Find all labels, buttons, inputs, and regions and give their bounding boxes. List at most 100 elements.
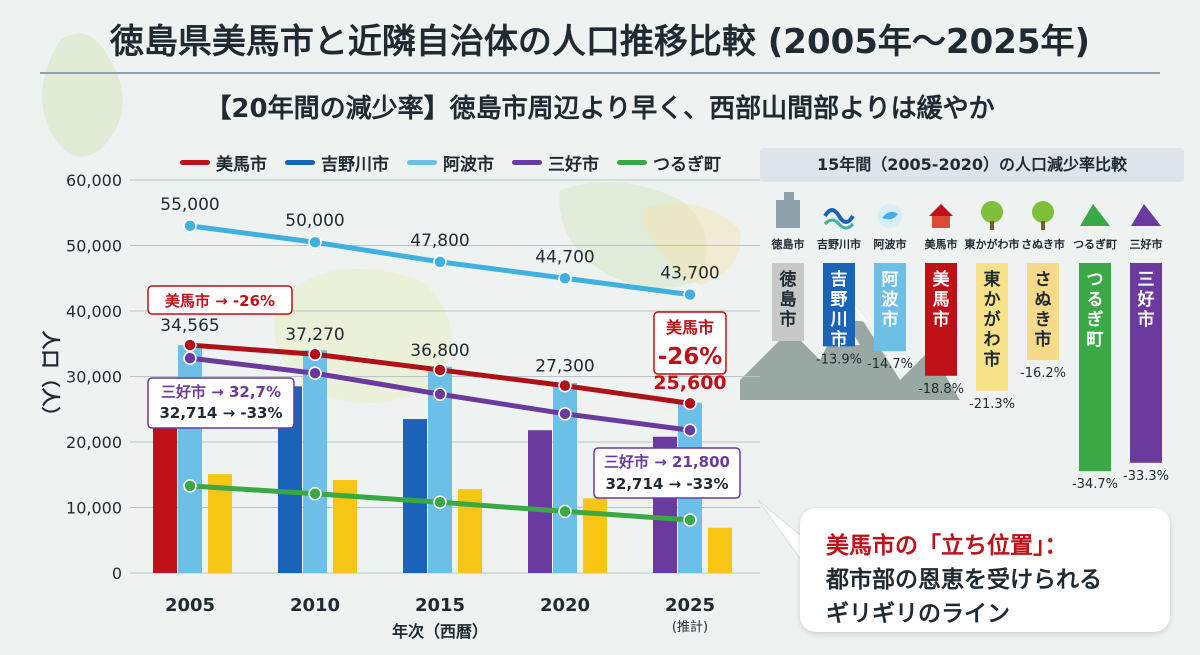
rate-value: -33.3% (1123, 469, 1169, 484)
legend-swatch (285, 160, 315, 165)
rate-col-name: 三好市 (1130, 237, 1163, 251)
data-label-awa: 47,800 (410, 231, 469, 251)
tree-icon (981, 201, 1003, 230)
data-label-mima-end: 25,600 (653, 372, 726, 394)
rate-bar-label: 町 (1087, 330, 1104, 350)
annotation-mima: 美馬市 → -26% (165, 292, 275, 310)
y-tick-label: 30,000 (66, 368, 122, 387)
point-美馬市 (558, 378, 572, 393)
annotation-miyoshi-end-2: 32,714 → -33% (605, 475, 728, 493)
rate-bar-label: 市 (831, 329, 848, 350)
title-divider (40, 72, 1160, 74)
y-tick-label: 10,000 (66, 499, 122, 518)
legend-label: つるぎ町 (653, 155, 721, 175)
house-icon (929, 204, 953, 228)
bar-阿波市 (428, 366, 452, 573)
rate-col-name: 東かがわ市 (965, 237, 1020, 251)
rate-bar-label: ぬ (1035, 290, 1052, 310)
rate-bar-label: 美 (933, 269, 951, 290)
point-三好市 (183, 351, 197, 365)
rate-value: -16.2% (1020, 366, 1066, 381)
data-label-mima: 36,800 (410, 341, 469, 361)
roof (929, 204, 953, 216)
building-shape (776, 200, 800, 228)
rate-bar-label: つ (1087, 270, 1104, 290)
annotation-mima-end-1: 美馬市 (666, 318, 714, 337)
bird-icon (878, 204, 902, 228)
rate-bar-label: 徳 (779, 269, 797, 290)
house-body (932, 216, 950, 228)
rate-bar (1130, 263, 1162, 463)
annotation-box-miyoshi (147, 377, 295, 429)
point-三好市 (558, 407, 572, 421)
mountain-illustration-icon (740, 300, 960, 400)
annotation-mima-end-2: -26% (658, 344, 723, 370)
mountain (1131, 204, 1161, 226)
page-title: 徳島県美馬市と近隣自治体の人口推移比較 (2005年～2025年) (109, 22, 1091, 62)
point-つるぎ町 (308, 486, 322, 501)
wave (823, 218, 855, 230)
data-label-awa: 44,700 (535, 247, 594, 267)
tree-trunk (1041, 221, 1045, 230)
building-top (784, 192, 794, 200)
y-axis-label: 人口（人） (39, 330, 62, 425)
point-三好市 (683, 423, 697, 437)
rate-bar-label: 野 (831, 290, 848, 310)
x-tick-note: (推計) (672, 619, 708, 635)
tree-icon (1032, 201, 1054, 230)
rate-value: -34.7% (1072, 477, 1118, 492)
data-label-mima: 37,270 (285, 325, 344, 345)
point-美馬市 (683, 396, 697, 411)
y-tick-label: 0 (112, 564, 122, 583)
population-chart: 0 10,000 20,000 30,000 40,000 50,000 60,000 人口（… (39, 171, 760, 641)
rate-col-name: 美馬市 (925, 237, 958, 251)
rate-bar-label: 好 (1137, 289, 1155, 310)
rate-bar (823, 263, 855, 347)
y-tick-label: 50,000 (66, 237, 122, 256)
bar-三好市 (528, 430, 552, 573)
mountain (1080, 204, 1110, 226)
building-icon (776, 192, 800, 228)
data-label-mima: 27,300 (535, 357, 594, 377)
chart-legend: 美馬市 吉野川市 阿波市 三好市 つるぎ町 (180, 150, 721, 175)
rate-panel-title: 15年間（2005-2020）の人口減少率比較 (760, 148, 1184, 182)
wave (823, 208, 855, 224)
rate-bar-label: さ (1035, 270, 1052, 290)
page-subtitle: 【20年間の減少率】徳島市周辺より早く、西部山間部よりは緩やか (205, 94, 995, 124)
legend-swatch (180, 160, 210, 165)
legend-label: 美馬市 (216, 155, 267, 175)
rate-bar-label: 波 (882, 289, 900, 310)
point-つるぎ町 (683, 513, 697, 527)
rate-bar-label: 三 (1138, 270, 1155, 290)
tree-crown (981, 201, 1003, 223)
rate-col-name: つるぎ町 (1073, 237, 1117, 251)
rate-bar (772, 263, 804, 341)
callout-line-2: 都市部の恩恵を受けられる (826, 567, 1102, 593)
rate-bar-label: 島 (780, 289, 797, 310)
rate-bar-label: ぎ (1087, 309, 1104, 330)
bar-つるぎ町 (708, 527, 732, 573)
x-axis-label: 年次（西暦） (392, 622, 488, 641)
mountain-icon (1131, 204, 1161, 226)
legend-item-miyoshi: 三好市 (512, 150, 599, 175)
legend-swatch (617, 160, 647, 165)
rate-value: -18.8% (918, 382, 964, 397)
rate-bar-label: わ (984, 330, 1001, 350)
callout-line-1: 美馬市の「立ち位置」： (826, 533, 1068, 559)
point-三好市 (433, 387, 447, 401)
legend-item-mima: 美馬市 (180, 150, 267, 175)
rate-bar-label: 吉 (831, 270, 848, 290)
x-tick-label: 2015 (415, 595, 465, 616)
rate-bar (1027, 263, 1059, 361)
rate-bar-label: 阿 (882, 270, 899, 290)
bar-阿波市 (303, 350, 327, 573)
rate-bar (874, 263, 906, 352)
y-tick-label: 20,000 (66, 433, 122, 452)
rate-bar-label: 市 (1035, 329, 1052, 350)
rate-bar-label: る (1087, 290, 1104, 310)
annotation-miyoshi-1: 三好市 → 32,7% (161, 383, 281, 401)
data-label-mima: 34,565 (160, 316, 219, 336)
point-つるぎ町 (433, 495, 447, 510)
